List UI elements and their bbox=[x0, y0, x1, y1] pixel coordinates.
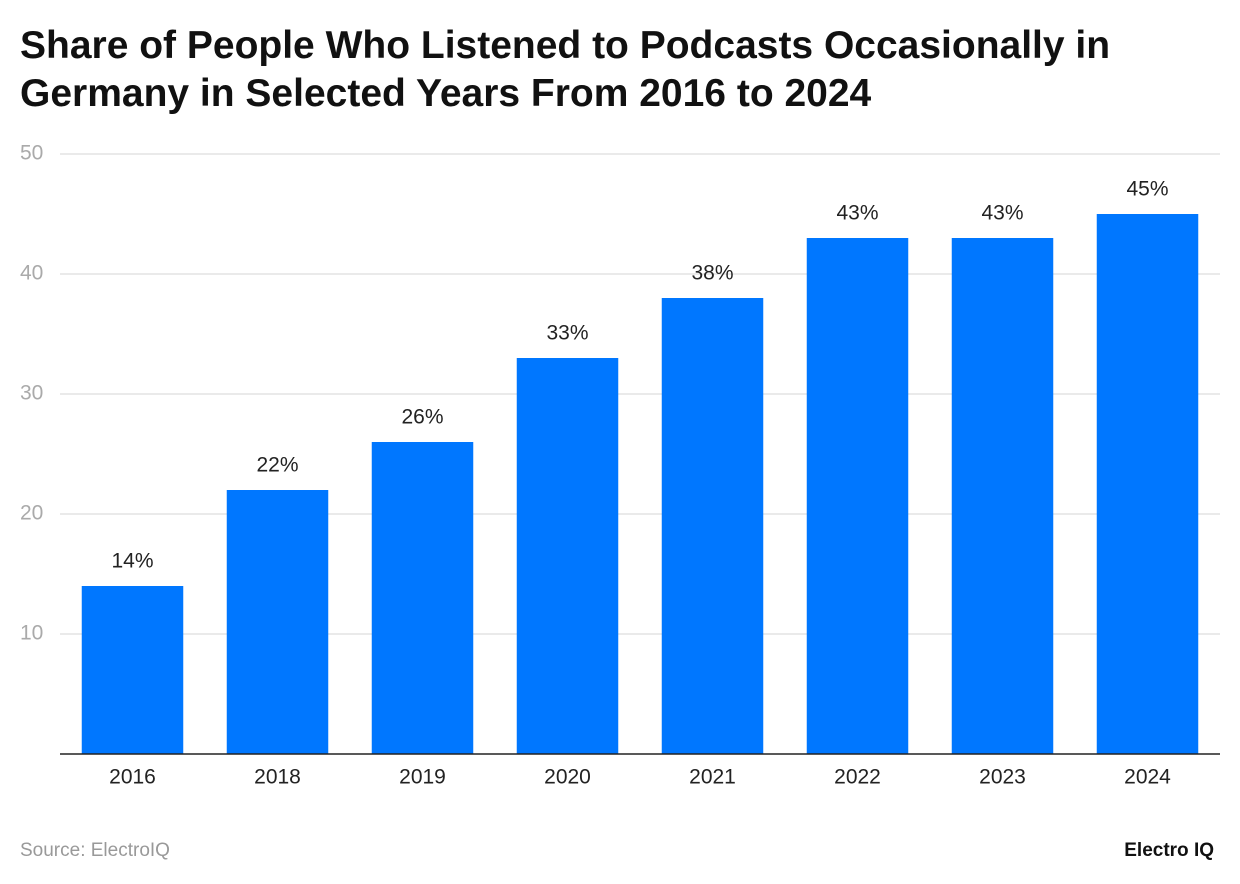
source: Source: ElectroIQ bbox=[20, 840, 170, 861]
y-tick-label: 20 bbox=[20, 502, 43, 525]
value-label: 33% bbox=[546, 322, 588, 345]
y-tick-label: 40 bbox=[20, 262, 43, 285]
chart: 10 20 30 40 50 2016 14% 2018 22% 2019 26% 2020 33% 20… bbox=[20, 142, 1220, 789]
value-label: 45% bbox=[1126, 178, 1168, 201]
value-label: 43% bbox=[836, 202, 878, 225]
y-tick-label: 10 bbox=[20, 622, 43, 645]
x-tick-label: 2023 bbox=[979, 766, 1026, 789]
x-tick-label: 2024 bbox=[1124, 766, 1171, 789]
brand: Electro IQ bbox=[1124, 840, 1214, 861]
y-tick-label: 30 bbox=[20, 382, 43, 405]
x-tick-label: 2022 bbox=[834, 766, 881, 789]
bar bbox=[371, 442, 474, 754]
x-tick-label: 2021 bbox=[689, 766, 736, 789]
x-tick-label: 2018 bbox=[254, 766, 301, 789]
value-label: 22% bbox=[256, 454, 298, 477]
bar bbox=[81, 586, 184, 754]
bar bbox=[661, 298, 764, 754]
x-tick-label: 2019 bbox=[399, 766, 446, 789]
bar bbox=[226, 490, 329, 754]
value-label: 26% bbox=[401, 406, 443, 429]
bar bbox=[1096, 214, 1199, 754]
bar bbox=[806, 238, 909, 754]
y-tick-label: 50 bbox=[20, 142, 43, 165]
x-tick-label: 2016 bbox=[109, 766, 156, 789]
x-tick-label: 2020 bbox=[544, 766, 591, 789]
value-label: 14% bbox=[111, 550, 153, 573]
value-label: 38% bbox=[691, 262, 733, 285]
bar bbox=[516, 358, 619, 754]
value-label: 43% bbox=[981, 202, 1023, 225]
chart-title: Share of People Who Listened to Podcasts… bbox=[20, 24, 1111, 115]
bar bbox=[951, 238, 1054, 754]
